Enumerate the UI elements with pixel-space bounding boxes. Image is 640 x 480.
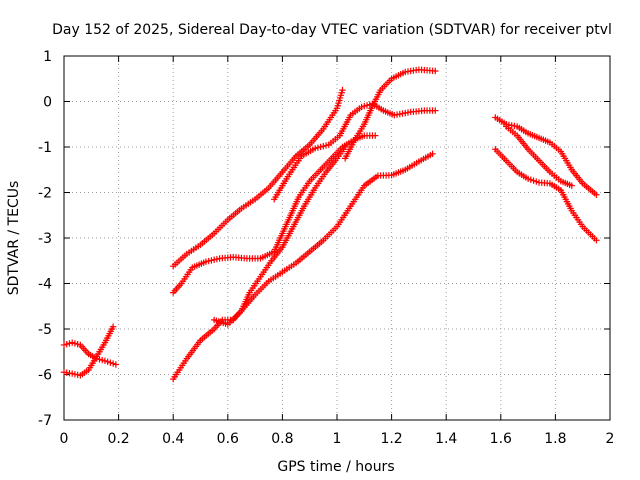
x-tick-label: 1.6: [490, 431, 512, 447]
y-tick-label: -4: [38, 277, 52, 293]
series-arc-J: [492, 146, 600, 244]
chart-title: Day 152 of 2025, Sidereal Day-to-day VTE…: [52, 22, 612, 38]
data-point: [112, 361, 120, 368]
x-axis-label: GPS time / hours: [277, 459, 394, 475]
series-arc-D: [170, 132, 379, 296]
series-arc-F: [210, 150, 436, 328]
series-arc-H: [341, 66, 439, 162]
y-tick-label: -1: [38, 140, 52, 156]
series-arc-K: [503, 123, 575, 189]
grid: [64, 56, 610, 420]
data-point: [339, 86, 346, 94]
y-tick-label: -2: [38, 186, 52, 202]
data-point: [372, 132, 379, 139]
data-point: [429, 150, 436, 158]
y-tick-label: -5: [38, 322, 52, 338]
y-tick-labels: 1 0 -1 -2 -3 -4 -5 -6 -7: [38, 49, 52, 429]
series-arc-B: [60, 323, 117, 379]
data-point: [109, 323, 117, 330]
series-arc-G: [271, 100, 439, 203]
x-tick-labels: 0 0.2 0.4 0.6 0.8 1 1.2 1.4 1.6 1.8 2: [60, 431, 615, 447]
x-tick-label: 1.4: [435, 431, 457, 447]
axis-ticks: [63, 55, 611, 421]
data-point: [432, 107, 439, 114]
series-arc-C: [170, 86, 346, 270]
y-tick-label: 0: [43, 95, 52, 111]
data-point: [341, 143, 349, 151]
data-point: [568, 182, 575, 189]
series-arc-I: [492, 114, 600, 198]
x-tick-label: 1.8: [544, 431, 566, 447]
y-tick-label: 1: [43, 49, 52, 65]
x-tick-label: 0.8: [271, 431, 293, 447]
x-tick-label: 0.6: [217, 431, 239, 447]
y-axis-label: SDTVAR / TECUs: [6, 181, 22, 296]
x-tick-label: 0: [60, 431, 69, 447]
x-tick-label: 1.2: [380, 431, 402, 447]
x-tick-label: 1: [333, 431, 342, 447]
x-tick-label: 0.4: [162, 431, 184, 447]
y-tick-label: -3: [38, 231, 52, 247]
x-tick-label: 2: [606, 431, 615, 447]
x-tick-label: 0.2: [107, 431, 129, 447]
data-marks: [60, 66, 600, 383]
y-tick-label: -6: [38, 368, 52, 384]
data-point: [593, 191, 600, 198]
data-point: [432, 67, 439, 75]
y-tick-label: -7: [38, 413, 52, 429]
data-point: [593, 237, 600, 244]
